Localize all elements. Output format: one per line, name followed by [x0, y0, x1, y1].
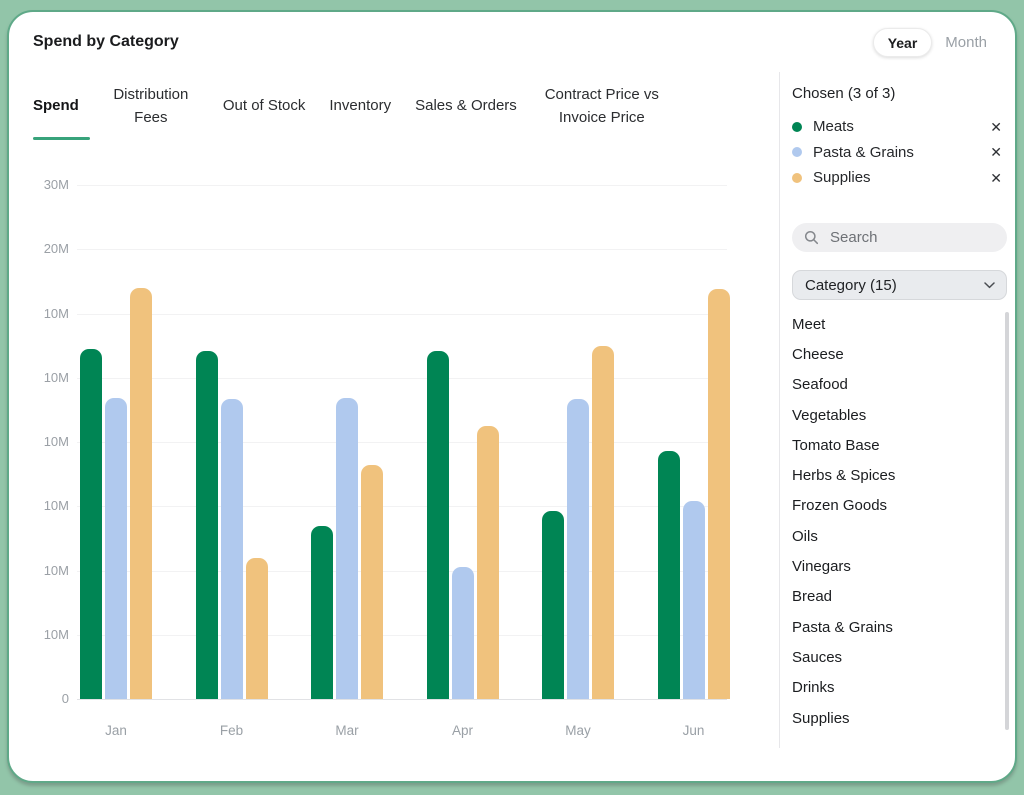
chosen-item-pasta-grains: Pasta & Grains ✕ [792, 140, 1003, 166]
category-option-tomato-base[interactable]: Tomato Base [792, 430, 992, 460]
category-option-sauces[interactable]: Sauces [792, 642, 992, 672]
chosen-item-label: Meats [813, 118, 989, 135]
bar-pasta-grains-jun[interactable] [683, 501, 705, 699]
bar-supplies-jun[interactable] [708, 289, 730, 699]
pasta-grains-color-dot [792, 147, 802, 157]
chosen-item-label: Supplies [813, 169, 989, 186]
bar-meats-jun[interactable] [658, 451, 680, 699]
gridline [77, 571, 727, 572]
chosen-header: Chosen (3 of 3) [792, 85, 895, 102]
category-option-vinegars[interactable]: Vinegars [792, 551, 992, 581]
remove-pasta-grains-button close-icon[interactable]: ✕ [989, 145, 1003, 159]
gridline [77, 249, 727, 250]
y-axis-tick-label: 30M [17, 177, 69, 192]
category-select[interactable]: Category (15) [792, 270, 1007, 300]
tab-bar: Spend Distribution Fees Out of Stock Inv… [33, 80, 663, 132]
period-toggle: Year Month [873, 28, 991, 57]
bar-meats-apr[interactable] [427, 351, 449, 699]
y-axis-tick-label: 10M [17, 498, 69, 513]
chevron-down-icon [984, 282, 995, 289]
category-option-herbs-spices[interactable]: Herbs & Spices [792, 460, 992, 490]
y-axis-tick-label: 10M [17, 627, 69, 642]
category-option-meet[interactable]: Meet [792, 309, 992, 339]
gridline [77, 314, 727, 315]
search-input[interactable] [828, 228, 982, 247]
x-axis-label-apr: Apr [427, 723, 499, 738]
tab-out-of-stock[interactable]: Out of Stock [223, 94, 306, 117]
chosen-list: Meats ✕ Pasta & Grains ✕ Supplies ✕ [792, 114, 1003, 191]
bar-supplies-apr[interactable] [477, 426, 499, 699]
x-axis-label-mar: Mar [311, 723, 383, 738]
category-option-pasta-grains[interactable]: Pasta & Grains [792, 612, 992, 642]
x-axis-label-jan: Jan [80, 723, 152, 738]
y-axis-tick-label: 0 [17, 691, 69, 706]
supplies-color-dot [792, 173, 802, 183]
tab-contract-vs-invoice[interactable]: Contract Price vs Invoice Price [541, 83, 663, 130]
x-axis-label-feb: Feb [196, 723, 268, 738]
bar-meats-may[interactable] [542, 511, 564, 699]
category-option-cheese[interactable]: Cheese [792, 339, 992, 369]
category-option-supplies[interactable]: Supplies [792, 703, 992, 733]
bar-pasta-grains-apr[interactable] [452, 567, 474, 699]
category-option-oils[interactable]: Oils [792, 521, 992, 551]
gridline [77, 442, 727, 443]
chosen-item-supplies: Supplies ✕ [792, 165, 1003, 191]
bar-pasta-grains-mar[interactable] [336, 398, 358, 699]
category-option-drinks[interactable]: Drinks [792, 673, 992, 703]
x-axis-label-jun: Jun [658, 723, 730, 738]
bar-pasta-grains-may[interactable] [567, 399, 589, 699]
y-axis-tick-label: 20M [17, 241, 69, 256]
y-axis-tick-label: 10M [17, 306, 69, 321]
tab-sales-and-orders[interactable]: Sales & Orders [415, 94, 517, 117]
search-box [792, 223, 1007, 252]
remove-meats-button close-icon[interactable]: ✕ [989, 120, 1003, 134]
gridline [77, 506, 727, 507]
gridline [77, 378, 727, 379]
x-axis-label-may: May [542, 723, 614, 738]
bar-supplies-mar[interactable] [361, 465, 383, 699]
month-button[interactable]: Month [945, 34, 991, 51]
active-tab-indicator [33, 137, 90, 140]
category-option-seafood[interactable]: Seafood [792, 370, 992, 400]
spend-by-category-panel: Spend by Category Year Month Spend Distr… [7, 10, 1017, 783]
bar-pasta-grains-feb[interactable] [221, 399, 243, 699]
category-list: Meet Cheese Seafood Vegetables Tomato Ba… [792, 309, 992, 733]
category-select-label: Category (15) [805, 277, 897, 294]
vertical-divider [779, 72, 780, 748]
tab-inventory[interactable]: Inventory [329, 94, 391, 117]
page-title: Spend by Category [33, 33, 179, 51]
y-axis-tick-label: 10M [17, 434, 69, 449]
bar-pasta-grains-jan[interactable] [105, 398, 127, 699]
y-axis-tick-label: 10M [17, 563, 69, 578]
bar-supplies-feb[interactable] [246, 558, 268, 699]
gridline [77, 635, 727, 636]
chosen-item-meats: Meats ✕ [792, 114, 1003, 140]
bar-supplies-may[interactable] [592, 346, 614, 699]
y-axis-tick-label: 10M [17, 370, 69, 385]
tab-distribution-fees[interactable]: Distribution Fees [103, 83, 199, 130]
bar-supplies-jan[interactable] [130, 288, 152, 699]
scrollbar-thumb[interactable] [1005, 312, 1009, 730]
search-icon [804, 230, 819, 245]
gridline [77, 185, 727, 186]
remove-supplies-button close-icon[interactable]: ✕ [989, 171, 1003, 185]
meats-color-dot [792, 122, 802, 132]
tab-spend[interactable]: Spend [33, 94, 79, 117]
gridline [77, 699, 727, 700]
year-button[interactable]: Year [873, 28, 933, 57]
bar-meats-feb[interactable] [196, 351, 218, 699]
category-option-bread[interactable]: Bread [792, 582, 992, 612]
bar-meats-mar[interactable] [311, 526, 333, 699]
category-option-vegetables[interactable]: Vegetables [792, 400, 992, 430]
bar-meats-jan[interactable] [80, 349, 102, 699]
chosen-item-label: Pasta & Grains [813, 144, 989, 161]
category-option-frozen-goods[interactable]: Frozen Goods [792, 491, 992, 521]
